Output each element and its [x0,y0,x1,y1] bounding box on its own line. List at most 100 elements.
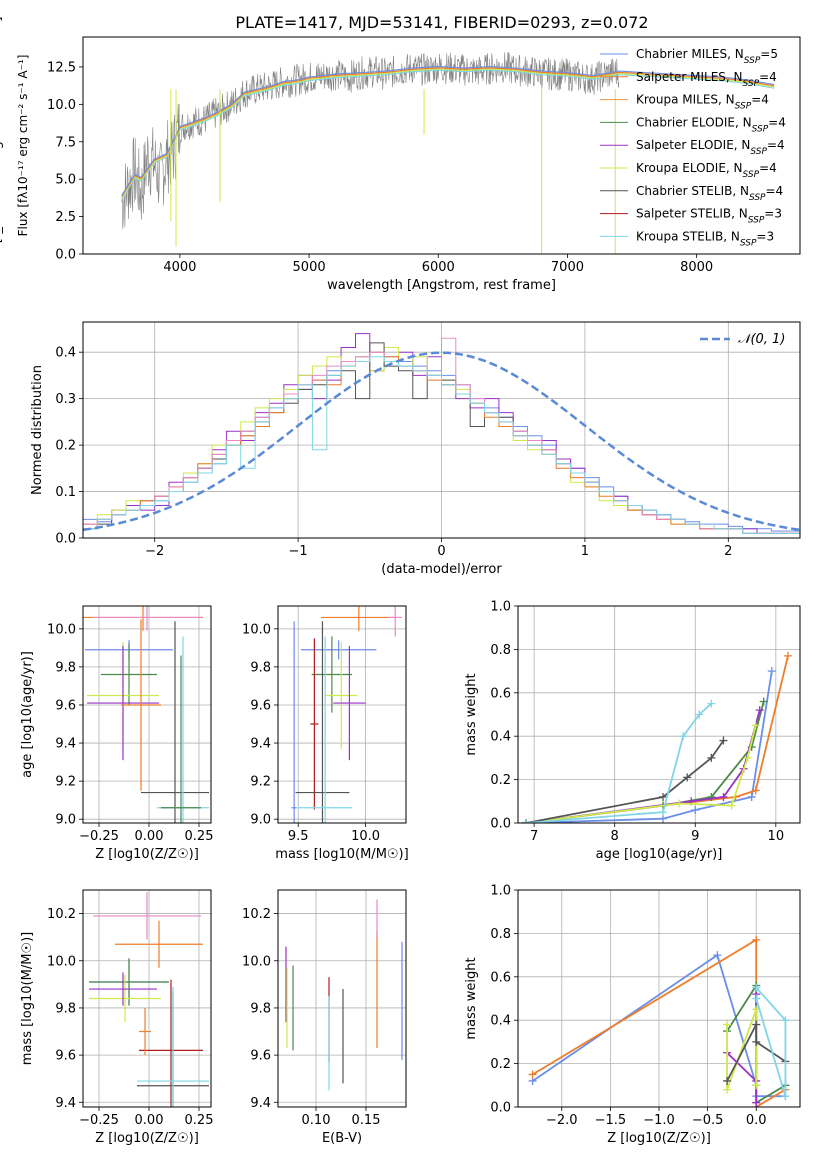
tick-label-x: 9 [691,829,699,844]
chart-mass_vs_ebv: 0.10 0.15 9.4 9.6 9.8 10.0 10.2 E(B-V) [242,889,407,1146]
tick-label-x: 0.00 [135,829,164,844]
plus-marker [683,773,692,782]
tick-label-y: 9.0 [250,813,271,828]
legend-entry: Chabrier MILES, NSSP=5 [636,47,778,66]
tick-label-x: −0.25 [79,829,119,844]
x-axis-label: E(B-V) [322,1131,362,1146]
figure-title: PLATE=1417, MJD=53141, FIBERID=0293, z=0… [235,13,648,32]
axes-frame [517,889,801,1108]
plot-area [522,651,792,823]
plus-marker [713,951,722,960]
tick-label-x: −0.5 [692,1113,724,1128]
x-axis-label: mass [log10(M/M☉)] [275,847,408,862]
tick-label-y: 10.0 [242,954,271,969]
plus-marker [752,1098,761,1107]
tick-label-y: 1.0 [490,884,511,899]
plus-marker [659,808,668,817]
plot-area [83,333,800,534]
tick-label-x: 7 [530,829,538,844]
tick-label-y: 9.4 [55,1096,76,1111]
x-axis-label: age [log10(age/yr)] [596,847,723,862]
tick-label-y: 0.2 [490,773,511,788]
y-axis-label: Flux [fλ10⁻¹⁷ erg cm⁻² s⁻¹ A⁻¹] [16,55,30,237]
legend-entry: Salpeter ELODIE, NSSP=4 [636,138,785,157]
y-axis-label: Normed distribution [30,365,45,495]
plus-marker [522,819,531,823]
tick-label-x: −1.0 [643,1113,675,1128]
plus-marker [743,753,752,762]
tick-label-x: −2.0 [546,1113,578,1128]
tick-label-y: 12.5 [47,60,76,75]
legend: 𝒩(0, 1) [700,332,785,347]
tick-label-x: 0.10 [302,1113,331,1128]
tick-label-y: 0.0 [490,1101,511,1116]
x-axis-label: wavelength [Angstrom, rest frame] [327,278,556,293]
tick-label-y: 0.8 [490,927,511,942]
tick-label-x: 8 [611,829,619,844]
legend-entry: Chabrier ELODIE, NSSP=4 [636,115,786,134]
tick-label-y: 9.4 [250,1096,271,1111]
chart-spectrum: 4000 5000 6000 7000 8000 0.0 2.5 5.0 7.5 10.0 12.5… [0,17,801,293]
tick-label-y: 0.3 [55,392,76,407]
y-axis-label: mass weight [464,957,479,1039]
tick-label-y: 0.4 [490,730,511,745]
y-axis-label: Flux [f_λ 10^-17 erg cm^-2 s^-1 A^-1] [0,17,4,275]
plus-marker [723,1076,732,1085]
tick-label-x: 0.25 [185,1113,214,1128]
chart-weight_vs_age: 7 8 9 10 0.0 0.2 0.4 0.6 0.8 1.0 age [log10(age/yr… [464,600,801,862]
y-axis-label: mass weight [464,673,479,755]
plus-marker [723,1020,732,1029]
tick-label-y: 9.8 [250,1001,271,1016]
chart-age_vs_Z: −0.25 0.00 0.25 9.0 9.2 9.4 9.6 9.8 10.0 Z [log10… [20,605,213,862]
tick-label-y: 10.0 [47,622,76,637]
tick-label-y: 10.2 [242,907,271,922]
plus-marker [707,699,716,708]
tick-label-y: 7.5 [55,135,76,150]
axes-frame [517,605,801,824]
tick-label-y: 0.0 [55,532,76,547]
plus-marker [727,801,736,810]
tick-label-y: 9.8 [55,1001,76,1016]
tick-label-y: 0.0 [490,817,511,832]
tick-label-y: 9.6 [55,1049,76,1064]
axes-frame [82,889,212,1108]
plot-area [121,51,775,254]
plot-area [291,606,402,823]
x-axis-label: (data-model)/error [381,562,502,577]
tick-label-y: 0.6 [490,970,511,985]
plus-marker [752,935,761,944]
plus-marker [781,1016,790,1025]
chart-residuals: −2 −1 0 1 2 0.0 0.1 0.2 0.3 0.4 𝒩(0, 1) (data-model… [30,321,801,577]
plus-marker [751,721,760,730]
tick-label-x: 10.0 [351,829,380,844]
legend-entry: Salpeter MILES, NSSP=4 [636,70,777,89]
plus-marker [759,697,768,706]
normal-curve [83,351,800,532]
plus-marker [752,994,761,1003]
histogram-series [83,356,800,534]
plus-marker [752,983,761,992]
tick-label-x: 0.00 [135,1113,164,1128]
x-axis-label: Z [log10(Z/Z☉)] [607,1131,711,1146]
tick-label-x: −1 [289,544,308,559]
plot-area [285,899,403,1091]
chart-mass_vs_Z: −0.25 0.00 0.25 9.4 9.6 9.8 10.0 10.2 Z [log10(Z… [20,889,214,1146]
axes-frame [277,889,407,1108]
tick-label-x: −2 [145,544,164,559]
tick-label-y: 0.1 [55,485,76,500]
plus-marker [752,1020,761,1029]
plus-marker [675,799,684,808]
tick-label-y: 9.2 [55,775,76,790]
plot-area [528,935,790,1107]
axes-frame [82,36,801,255]
tick-label-x: 10 [768,829,785,844]
tick-label-y: 0.2 [490,1057,511,1072]
observed-spectrum [121,51,620,230]
tick-label-y: 9.0 [55,813,76,828]
legend-entry: Kroupa STELIB, NSSP=3 [636,229,774,248]
tick-label-y: 5.0 [55,173,76,188]
tick-label-y: 9.6 [250,698,271,713]
plus-marker [695,710,704,719]
tick-label-x: 8000 [680,260,713,275]
